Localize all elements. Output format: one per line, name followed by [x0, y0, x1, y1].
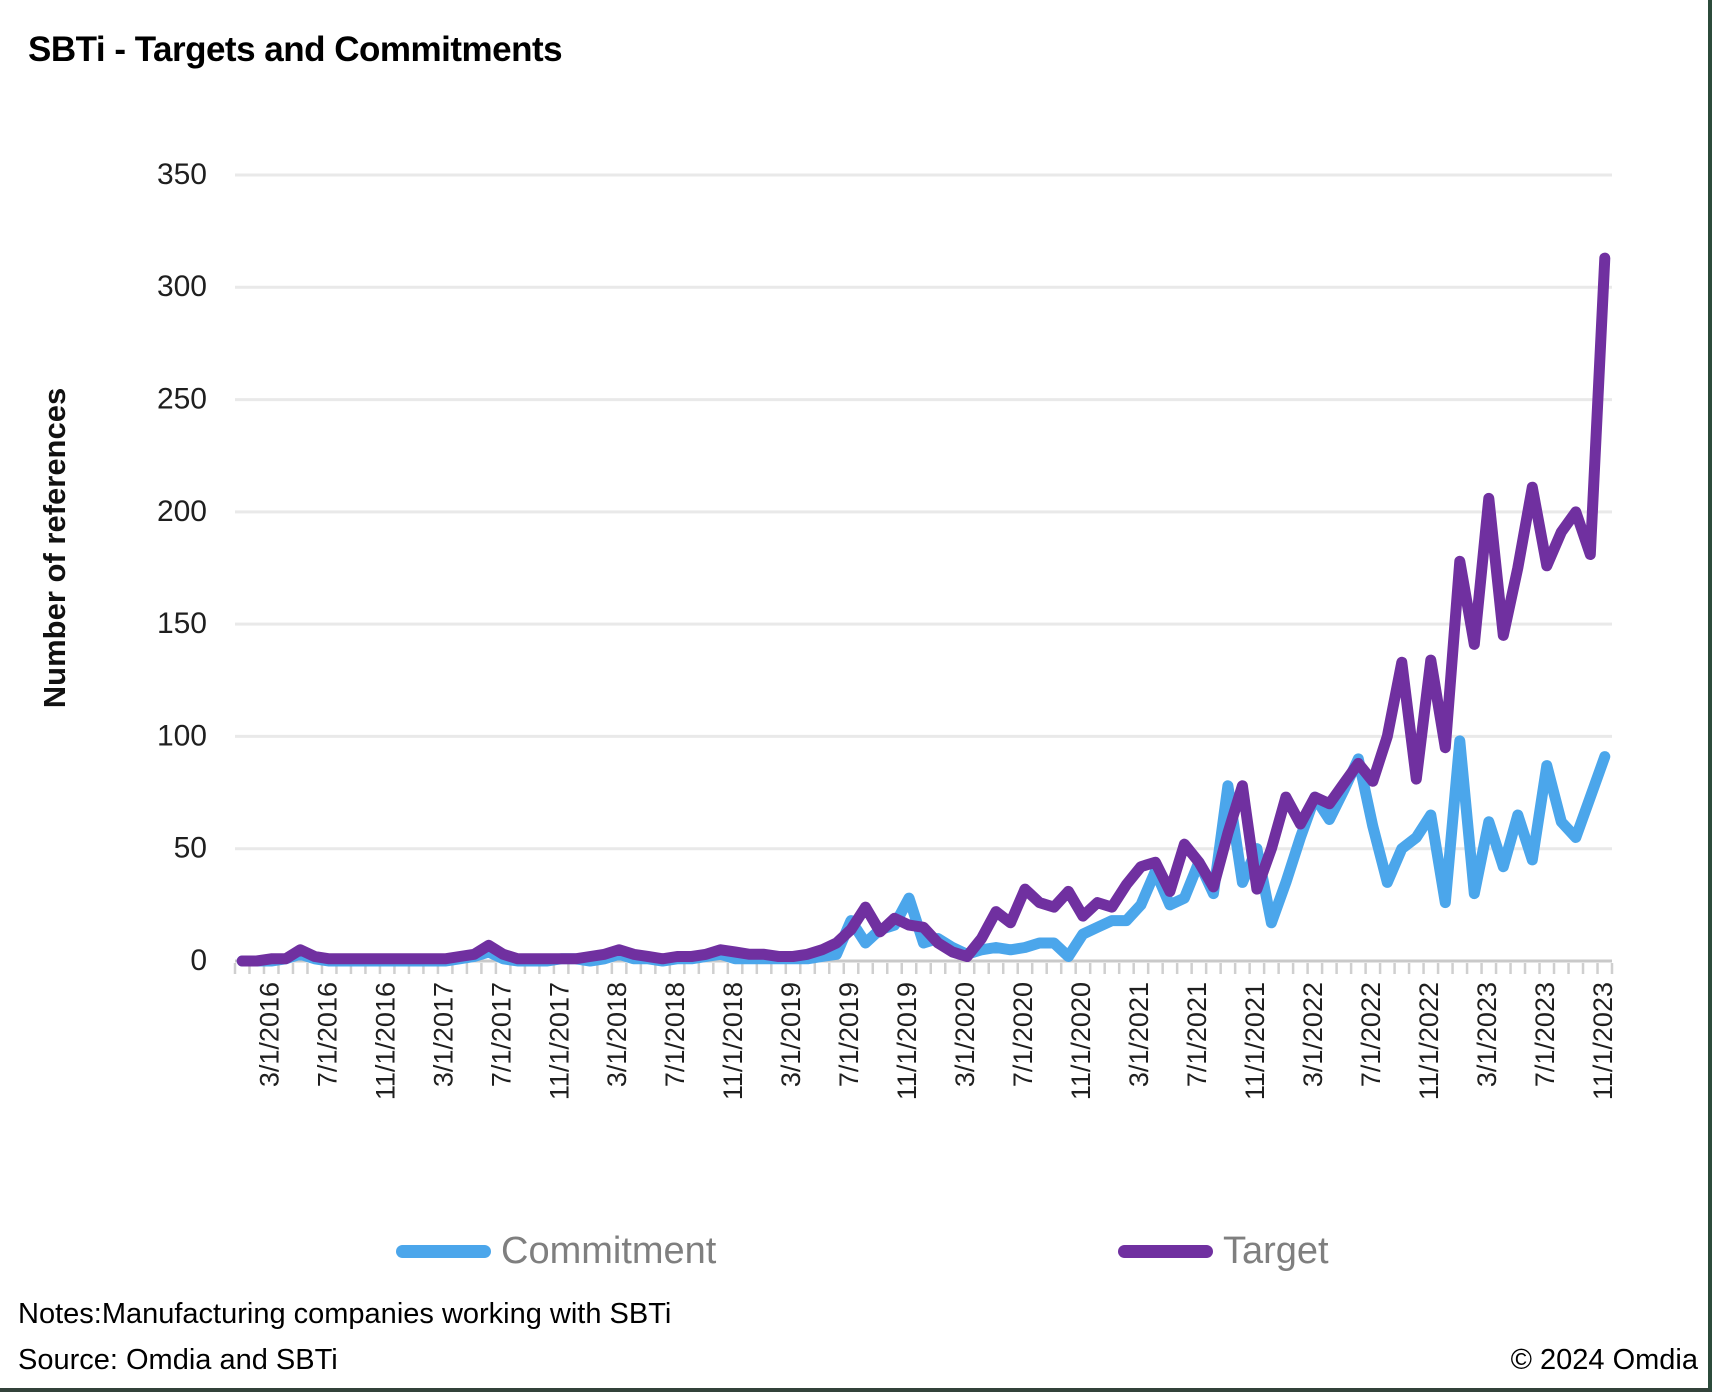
x-axis-tick-label: 3/1/2023 [1472, 982, 1502, 1087]
x-axis-tick-label: 11/1/2022 [1414, 982, 1444, 1100]
target-line [236, 252, 1611, 967]
y-axis-tick-label: 200 [157, 495, 207, 528]
footer-copyright: © 2024 Omdia [1510, 1344, 1698, 1376]
x-axis-tick-label: 3/1/2018 [602, 982, 632, 1087]
legend-entry-commitment: Commitment [396, 1230, 716, 1273]
x-axis-tick-label: 7/1/2021 [1182, 982, 1212, 1087]
x-axis-tick-label: 7/1/2016 [312, 982, 342, 1087]
y-axis-tick-label: 50 [174, 832, 207, 865]
x-axis-tick-label: 7/1/2020 [1008, 982, 1038, 1087]
x-axis-tick-label: 3/1/2016 [254, 982, 284, 1087]
chart-title: SBTi - Targets and Commitments [28, 30, 563, 69]
commitment-line-swatch [396, 1245, 491, 1258]
legend: Commitment Target [0, 1230, 1708, 1280]
x-axis-tick-label: 7/1/2019 [834, 982, 864, 1087]
x-axis-tick-label: 3/1/2020 [950, 982, 980, 1087]
legend-entry-target: Target [1118, 1230, 1329, 1273]
x-axis-tick-label: 11/1/2017 [544, 982, 574, 1100]
x-axis-tick-label: 7/1/2023 [1530, 982, 1560, 1087]
x-axis-tick-label: 11/1/2023 [1588, 982, 1618, 1100]
x-axis-tick-label: 11/1/2019 [892, 982, 922, 1100]
legend-label-target: Target [1223, 1230, 1329, 1272]
x-axis-tick-label: 3/1/2019 [776, 982, 806, 1087]
y-axis-tick-label: 350 [157, 158, 207, 191]
x-axis-tick-label: 7/1/2018 [660, 982, 690, 1087]
y-axis-tick-label: 250 [157, 382, 207, 415]
footer-notes: Notes:Manufacturing companies working wi… [18, 1298, 672, 1330]
x-axis-tick-label: 3/1/2022 [1298, 982, 1328, 1087]
y-axis-tick-label: 100 [157, 719, 207, 752]
x-axis-tick-label: 11/1/2021 [1240, 982, 1270, 1100]
y-axis-tick-label: 150 [157, 607, 207, 640]
x-axis-tick-label: 7/1/2022 [1356, 982, 1386, 1087]
footer-source: Source: Omdia and SBTi [18, 1344, 338, 1376]
x-axis-tick-label: 7/1/2017 [486, 982, 516, 1087]
x-axis-tick-label: 3/1/2017 [428, 982, 458, 1087]
x-axis-tick-label: 11/1/2016 [370, 982, 400, 1100]
target-line-swatch [1118, 1245, 1213, 1258]
legend-label-commitment: Commitment [501, 1230, 717, 1272]
x-axis-tick-label: 3/1/2021 [1124, 982, 1154, 1087]
y-axis-tick-label: 0 [190, 944, 207, 977]
y-axis-tick-label: 300 [157, 270, 207, 303]
x-axis-tick-label: 11/1/2020 [1066, 982, 1096, 1100]
x-axis-tick-label: 11/1/2018 [718, 982, 748, 1100]
